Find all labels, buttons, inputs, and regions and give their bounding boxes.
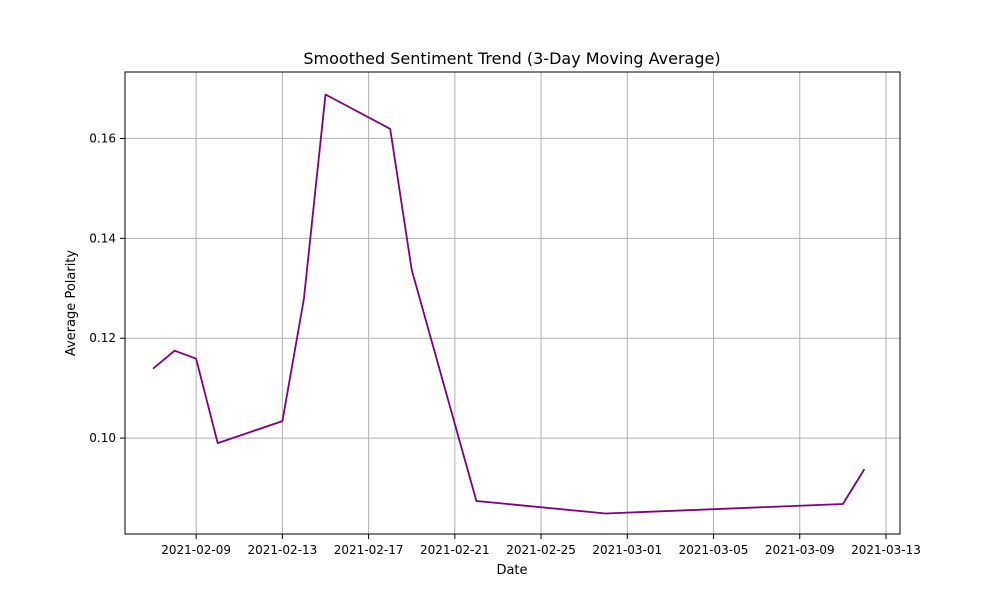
series-lines [152, 93, 866, 515]
x-tick-label: 2021-02-17 [334, 543, 404, 557]
x-tick-label: 2021-03-13 [851, 543, 921, 557]
x-tick-label: 2021-03-09 [765, 543, 835, 557]
y-tick-label: 0.16 [89, 131, 116, 145]
y-tick-label: 0.14 [89, 231, 116, 245]
chart-title: Smoothed Sentiment Trend (3-Day Moving A… [303, 49, 720, 68]
x-tick-label: 2021-02-09 [161, 543, 231, 557]
x-tick-label: 2021-02-25 [506, 543, 576, 557]
x-tick-label: 2021-03-01 [592, 543, 662, 557]
x-tick-label: 2021-03-05 [679, 543, 749, 557]
x-tick-label: 2021-02-13 [247, 543, 317, 557]
plot-frame [124, 71, 901, 535]
y-tick-label: 0.12 [89, 331, 116, 345]
y-axis-label: Average Polarity [64, 250, 79, 356]
axis-ticks: 2021-02-09 2021-02-13 2021-02-17 2021-02-21… [89, 131, 921, 557]
x-tick-label: 2021-02-21 [420, 543, 490, 557]
y-tick-label: 0.10 [89, 431, 116, 445]
x-axis-label: Date [496, 563, 527, 578]
series-line [152, 93, 866, 515]
grid-lines [125, 72, 900, 534]
